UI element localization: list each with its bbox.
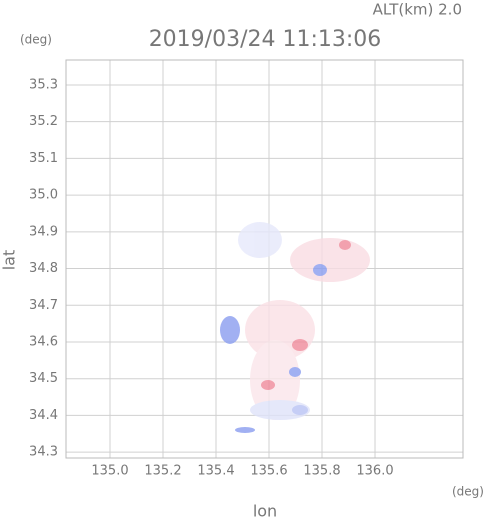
x-unit: (deg) — [452, 485, 484, 499]
y-tick-label: 34.9 — [29, 224, 58, 239]
plot-area: 135.0 135.2 135.4 135.6 135.8 136.0 34.3 34.4 34… — [29, 59, 464, 479]
y-tick-label: 34.6 — [29, 334, 58, 349]
y-unit: (deg) — [20, 33, 52, 47]
y-tick-label: 34.5 — [29, 371, 58, 386]
y-axis-label: lat — [0, 250, 19, 271]
x-tick-label: 135.6 — [250, 464, 287, 479]
altitude-label: ALT(km) 2.0 — [373, 1, 462, 19]
y-tick-label: 35.0 — [29, 188, 58, 203]
plot-frame — [65, 59, 464, 459]
x-axis-label: lon — [253, 502, 277, 521]
chart-title: 2019/03/24 11:13:06 — [149, 27, 382, 52]
y-tick-label: 34.8 — [29, 261, 58, 276]
y-tick-label: 34.7 — [29, 298, 58, 313]
y-tick-label: 34.4 — [29, 408, 58, 423]
x-tick-label: 135.8 — [303, 464, 340, 479]
y-tick-label: 34.3 — [29, 445, 58, 460]
y-tick-label: 35.1 — [29, 151, 58, 166]
x-tick-label: 135.4 — [197, 464, 234, 479]
y-tick-label: 35.2 — [29, 114, 58, 129]
y-tick-label: 35.3 — [29, 77, 58, 92]
radar-echo — [220, 222, 370, 433]
x-tick-label: 136.0 — [356, 464, 393, 479]
x-tick-label: 135.2 — [144, 464, 181, 479]
x-tick-label: 135.0 — [91, 464, 128, 479]
